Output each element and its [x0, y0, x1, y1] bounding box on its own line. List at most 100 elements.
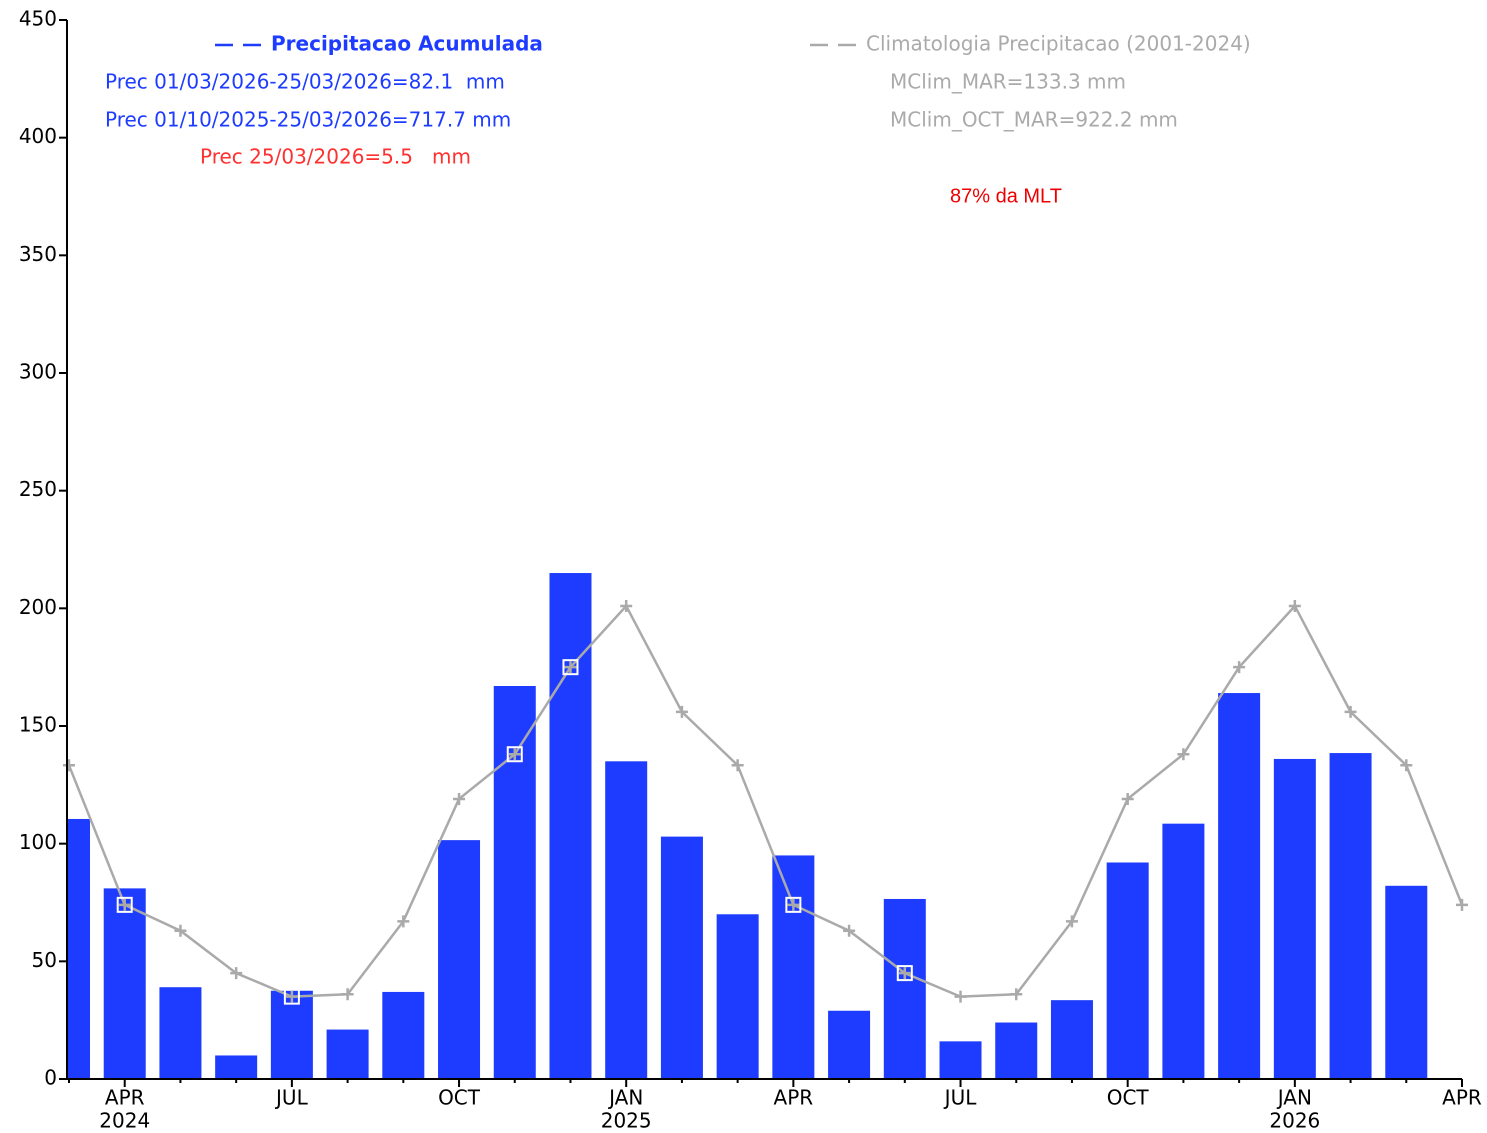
- point-marker: [116, 896, 133, 913]
- bar: [995, 1022, 1038, 1079]
- y-tick-label: 300: [19, 360, 57, 384]
- marker-plus: [118, 898, 131, 911]
- point-marker: [1233, 661, 1246, 674]
- marker-plus: [731, 759, 744, 772]
- y-tick-label: 150: [19, 713, 57, 737]
- marker-plus: [564, 661, 577, 674]
- marker-plus: [63, 759, 75, 772]
- point-marker: [1121, 792, 1134, 805]
- point-marker: [1344, 705, 1357, 718]
- y-tick-label: 0: [44, 1066, 57, 1090]
- bar: [438, 840, 481, 1079]
- x-tick-year: 2025: [601, 1109, 652, 1133]
- bar: [828, 1010, 871, 1079]
- marker-plus: [620, 599, 633, 612]
- annotation: Prec 25/03/2026=5.5 mm: [200, 145, 471, 169]
- annotation: MClim_OCT_MAR=922.2 mm: [890, 108, 1178, 132]
- bar: [660, 836, 703, 1079]
- point-marker: [341, 988, 354, 1001]
- bar: [1106, 862, 1149, 1079]
- x-tick-label: JAN: [1276, 1086, 1312, 1110]
- y-tick-label: 400: [19, 124, 57, 148]
- marker-plus: [1177, 748, 1190, 761]
- point-marker: [1288, 599, 1301, 612]
- point-marker: [1456, 898, 1468, 911]
- point-marker: [785, 896, 802, 913]
- bar: [1329, 753, 1372, 1079]
- marker-plus: [1233, 661, 1246, 674]
- y-tick-label: 100: [19, 830, 57, 854]
- marker-plus: [1400, 759, 1413, 772]
- marker-plus: [1010, 988, 1023, 1001]
- marker-plus: [1456, 898, 1468, 911]
- point-marker: [1177, 748, 1190, 761]
- marker-plus: [230, 967, 243, 980]
- marker-plus: [1344, 705, 1357, 718]
- bar: [326, 1029, 369, 1079]
- annotation: MClim_MAR=133.3 mm: [890, 70, 1126, 94]
- bar: [103, 888, 146, 1079]
- marker-plus: [1121, 792, 1134, 805]
- point-marker: [675, 705, 688, 718]
- bar: [159, 987, 202, 1079]
- bar: [382, 991, 425, 1079]
- annotation: 87% da MLT: [950, 185, 1062, 207]
- x-tick-label: JAN: [607, 1086, 643, 1110]
- x-tick-label: OCT: [1107, 1086, 1150, 1110]
- x-tick-label: APR: [1442, 1086, 1482, 1110]
- marker-plus: [508, 748, 521, 761]
- point-marker: [453, 792, 466, 805]
- y-tick-label: 200: [19, 595, 57, 619]
- point-marker: [954, 990, 967, 1003]
- point-marker: [1400, 759, 1413, 772]
- bars: [67, 573, 1428, 1079]
- x-tick-year: 2024: [99, 1109, 150, 1133]
- marker-plus: [898, 967, 911, 980]
- x-tick-label: APR: [774, 1086, 814, 1110]
- x-tick-label: APR: [105, 1086, 145, 1110]
- marker-plus: [453, 792, 466, 805]
- y-tick-label: 50: [32, 948, 57, 972]
- point-marker: [283, 988, 300, 1005]
- marker-plus: [174, 924, 187, 937]
- bar: [549, 573, 592, 1079]
- point-marker: [896, 965, 913, 982]
- bar: [215, 1055, 258, 1079]
- x-tick-label: OCT: [438, 1086, 481, 1110]
- marker-plus: [675, 705, 688, 718]
- marker-plus: [1288, 599, 1301, 612]
- bar: [1162, 823, 1205, 1079]
- point-marker: [620, 599, 633, 612]
- bar: [1050, 1000, 1093, 1079]
- bar: [883, 898, 926, 1079]
- legend-label: Climatologia Precipitacao (2001-2024): [866, 32, 1251, 56]
- point-marker: [174, 924, 187, 937]
- legend-label: Precipitacao Acumulada: [271, 32, 543, 56]
- annotation: Prec 01/10/2025-25/03/2026=717.7 mm: [105, 108, 511, 132]
- point-marker: [1065, 915, 1078, 928]
- marker-box: [116, 896, 133, 913]
- point-marker: [562, 659, 579, 676]
- marker-box: [506, 746, 523, 763]
- y-tick-label: 450: [19, 7, 57, 31]
- y-tick-label: 250: [19, 477, 57, 501]
- bar: [772, 855, 815, 1079]
- marker-box: [785, 896, 802, 913]
- bar: [1273, 758, 1316, 1079]
- bar: [67, 818, 90, 1079]
- marker-plus: [787, 898, 800, 911]
- x-tick-year: 2026: [1269, 1109, 1320, 1133]
- point-marker: [1010, 988, 1023, 1001]
- point-marker: [731, 759, 744, 772]
- marker-box: [562, 659, 579, 676]
- bar: [1218, 693, 1261, 1079]
- marker-box: [896, 965, 913, 982]
- point-marker: [63, 759, 75, 772]
- point-marker: [843, 924, 856, 937]
- marker-box: [283, 988, 300, 1005]
- marker-plus: [285, 990, 298, 1003]
- point-marker: [230, 967, 243, 980]
- marker-plus: [1065, 915, 1078, 928]
- x-tick-label: JUL: [943, 1086, 978, 1110]
